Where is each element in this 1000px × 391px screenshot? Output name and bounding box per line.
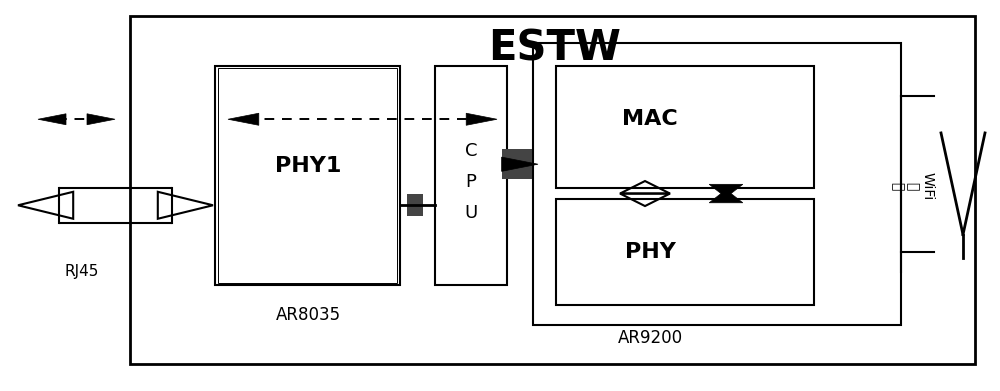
- Bar: [130, 16, 975, 364]
- Polygon shape: [466, 113, 497, 125]
- Text: AR8035: AR8035: [275, 306, 341, 324]
- Text: WiFi
网
卡: WiFi 网 卡: [890, 172, 934, 200]
- Text: U: U: [464, 204, 478, 222]
- Bar: [215, 66, 400, 285]
- Polygon shape: [709, 184, 743, 197]
- Text: PHY: PHY: [625, 242, 675, 262]
- Bar: [502, 149, 532, 179]
- Polygon shape: [87, 114, 115, 125]
- Bar: [533, 43, 901, 325]
- Bar: [435, 66, 507, 285]
- Polygon shape: [709, 190, 743, 203]
- Bar: [556, 66, 814, 188]
- Text: C: C: [465, 142, 477, 160]
- Bar: [407, 194, 423, 216]
- Text: MAC: MAC: [622, 109, 678, 129]
- Text: ESTW: ESTW: [489, 28, 621, 70]
- Bar: [218, 68, 397, 283]
- Text: PHY1: PHY1: [275, 156, 341, 176]
- Text: P: P: [466, 173, 476, 191]
- Text: RJ45: RJ45: [65, 264, 99, 279]
- Polygon shape: [38, 114, 66, 125]
- Polygon shape: [502, 157, 538, 171]
- Polygon shape: [228, 113, 259, 125]
- Bar: [556, 199, 814, 305]
- Text: AR9200: AR9200: [617, 329, 683, 347]
